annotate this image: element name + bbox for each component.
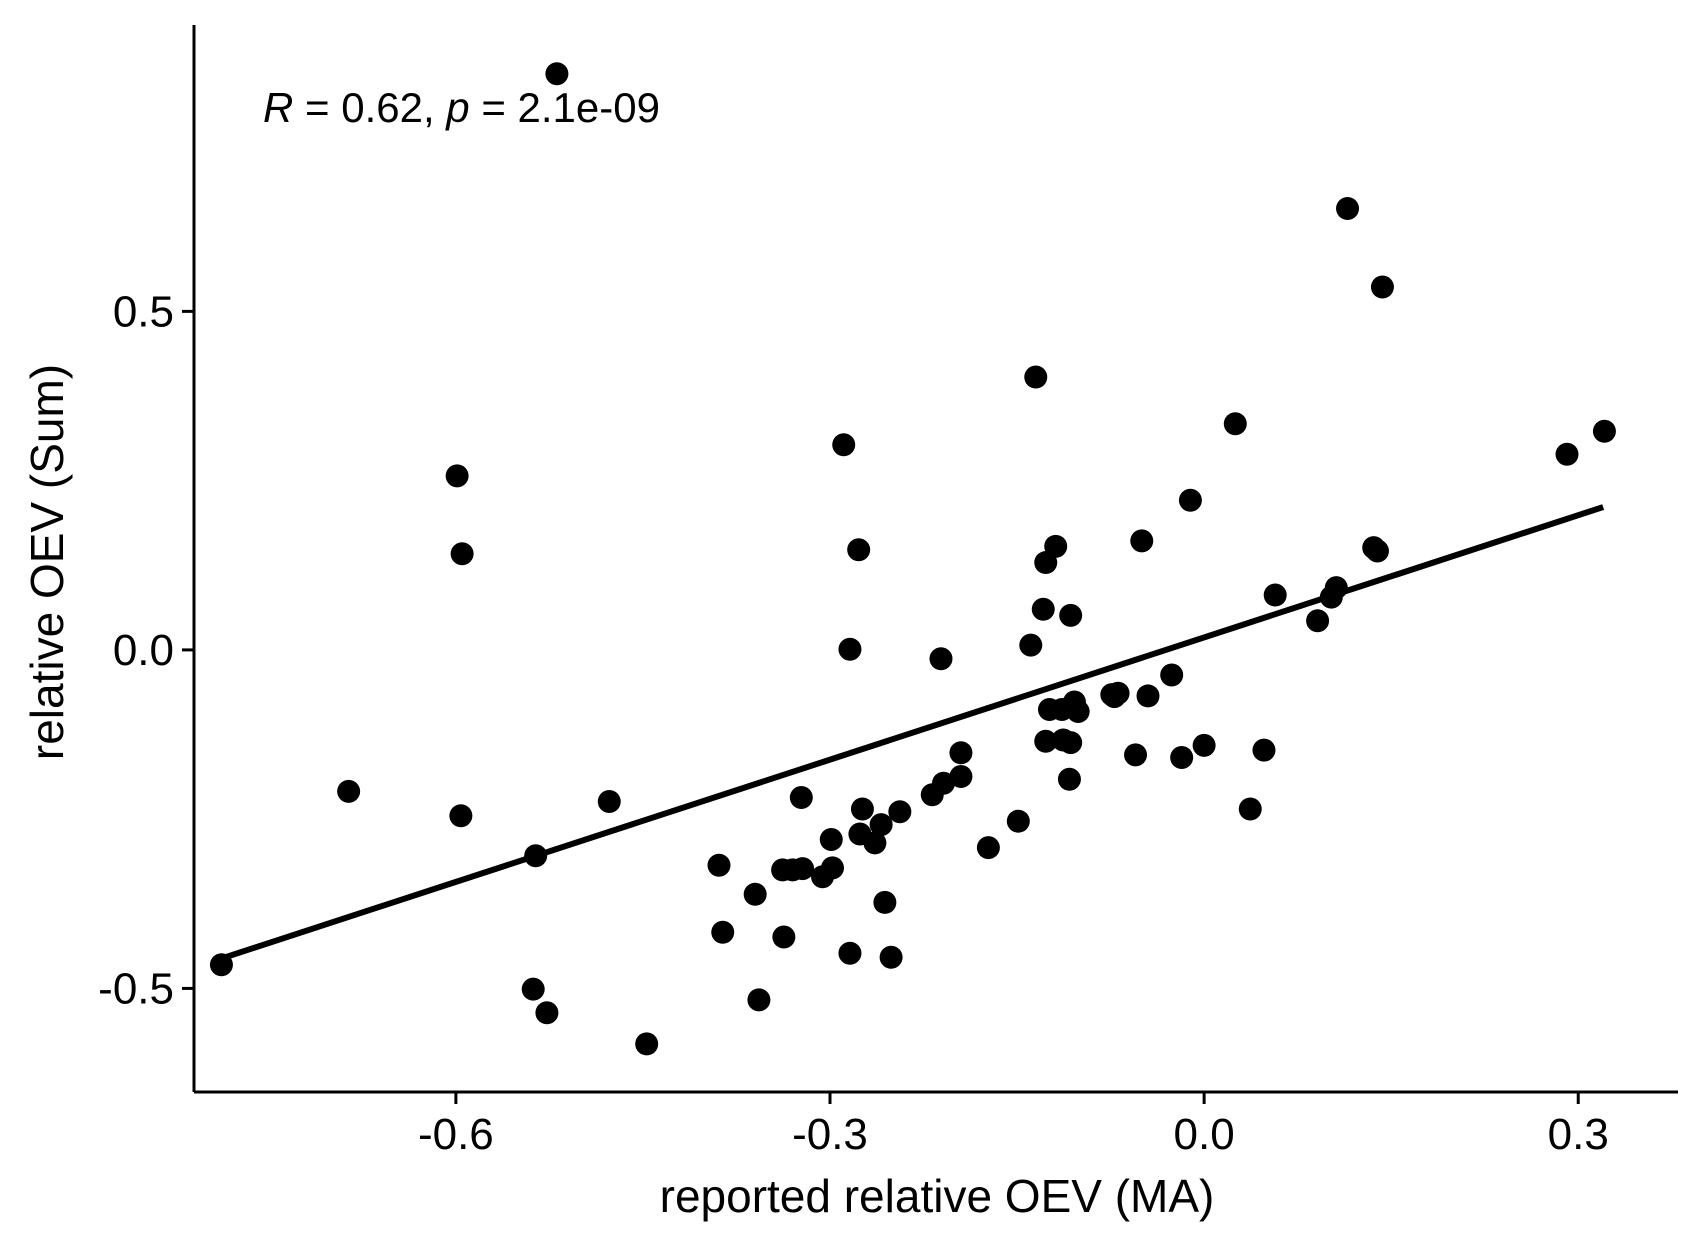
y-tick-label: -0.5 [98, 964, 174, 1013]
data-point [1336, 196, 1360, 220]
data-point [791, 857, 815, 881]
data-point [1306, 609, 1330, 633]
data-point [1059, 603, 1083, 627]
data-point [838, 941, 862, 965]
data-point [1031, 597, 1055, 621]
data-point [1170, 746, 1194, 770]
x-tick-label: -0.3 [792, 1110, 868, 1159]
data-point [789, 785, 813, 809]
data-point [838, 637, 862, 661]
y-axis-title: relative OEV (Sum) [21, 364, 73, 760]
data-point [524, 844, 548, 868]
data-point [743, 882, 767, 906]
data-point [1006, 809, 1030, 833]
data-point [1034, 729, 1058, 753]
data-point [1057, 767, 1081, 791]
data-point [1160, 663, 1184, 687]
data-point [635, 1032, 659, 1056]
x-tick-label: 0.3 [1548, 1110, 1609, 1159]
data-point [1370, 275, 1394, 299]
p-symbol: p [444, 84, 469, 131]
data-point [1044, 534, 1068, 558]
data-point [1124, 743, 1148, 767]
data-point [1238, 797, 1262, 821]
data-point [1555, 442, 1579, 466]
data-point [850, 797, 874, 821]
y-tick-label: 0.0 [113, 626, 174, 675]
data-point [1019, 633, 1043, 657]
y-tick-label: 0.5 [113, 287, 174, 336]
data-point [1130, 529, 1154, 553]
data-point [521, 977, 545, 1001]
data-point [869, 813, 893, 837]
x-tick-label: 0.0 [1174, 1110, 1235, 1159]
data-point [976, 836, 1000, 860]
data-point [445, 464, 469, 488]
data-point [1252, 738, 1276, 762]
data-point [832, 433, 856, 457]
data-point [707, 853, 731, 877]
data-point [711, 920, 735, 944]
data-point [1263, 583, 1287, 607]
data-point [772, 925, 796, 949]
data-point [873, 890, 897, 914]
x-tick-label: -0.6 [418, 1110, 494, 1159]
data-point [1059, 731, 1083, 755]
data-point [209, 953, 233, 977]
data-point [597, 790, 621, 814]
r-value: = 0.62, [293, 84, 446, 131]
correlation-annotation: R = 0.62, p = 2.1e-09 [263, 84, 660, 131]
data-point [1192, 733, 1216, 757]
data-point [879, 945, 903, 969]
data-point [1324, 576, 1348, 600]
data-point [545, 62, 569, 86]
data-point [949, 765, 973, 789]
data-point [1592, 419, 1616, 443]
data-point [535, 1001, 559, 1025]
data-point [450, 542, 474, 566]
data-point [1136, 684, 1160, 708]
data-point [931, 771, 955, 795]
data-point [863, 831, 887, 855]
data-point [1066, 700, 1090, 724]
data-point [1223, 412, 1247, 436]
x-axis-title: reported relative OEV (MA) [660, 1170, 1215, 1222]
data-point [1106, 681, 1130, 705]
data-point [847, 538, 871, 562]
data-point [747, 988, 771, 1012]
data-point [1178, 488, 1202, 512]
data-point [820, 856, 844, 880]
r-symbol: R [263, 84, 293, 131]
data-point [449, 804, 473, 828]
data-point [337, 779, 361, 803]
data-point [888, 800, 912, 824]
p-value: = 2.1e-09 [470, 84, 660, 131]
data-point [949, 741, 973, 765]
data-point [1365, 539, 1389, 563]
data-point [1024, 365, 1048, 389]
regression-line [218, 504, 1605, 963]
data-point [819, 827, 843, 851]
data-point [929, 647, 953, 671]
